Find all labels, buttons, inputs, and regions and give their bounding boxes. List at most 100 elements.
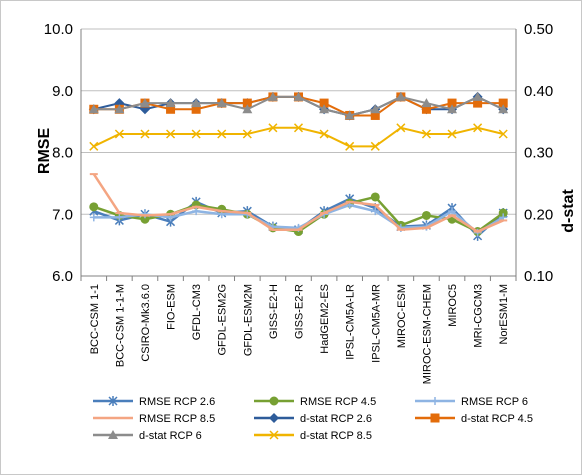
data-point — [370, 104, 381, 114]
data-point — [242, 104, 253, 114]
data-point — [88, 104, 99, 114]
data-point — [293, 91, 304, 101]
legend-item: d-stat RCP 2.6 — [254, 413, 372, 425]
data-point — [165, 98, 176, 108]
data-point — [370, 192, 380, 202]
y2-tick-label: 0.20 — [524, 206, 553, 223]
legend-label: RMSE RCP 8.5 — [139, 413, 215, 425]
data-point — [114, 104, 125, 114]
legend-marker — [108, 396, 118, 406]
legend-marker — [269, 396, 279, 406]
data-point — [371, 207, 380, 216]
x-tick-label: MIROC-ESM-CHEM — [421, 284, 433, 384]
axis-layer: 6.0 0.10 7.0 0.20 8.0 0.30 9.0 0.40 10.0 0.50 BCC-… — [44, 21, 553, 384]
data-point — [498, 104, 509, 114]
data-point — [447, 129, 457, 139]
data-point — [115, 213, 124, 222]
series-line — [93, 126, 504, 148]
data-point — [319, 104, 330, 114]
data-point — [191, 98, 202, 108]
y2-tick-label: 0.10 — [524, 268, 553, 285]
legend-item: RMSE RCP 6 — [415, 396, 528, 408]
legend-item: d-stat RCP 8.5 — [254, 430, 372, 442]
legend-marker — [430, 413, 440, 423]
data-point — [166, 129, 176, 139]
x-tick-label: MRI-CGCM3 — [473, 284, 485, 348]
x-tick-label: GFDL-ESM2M — [242, 284, 254, 356]
series-d-stat-rcp-8-5 — [89, 123, 508, 151]
data-point — [498, 129, 508, 139]
legend-label: RMSE RCP 6 — [461, 396, 528, 408]
y2-tick-label: 0.30 — [524, 145, 553, 162]
x-tick-label: GISS-E2-R — [294, 284, 306, 339]
x-tick-label: FIO-ESM — [166, 284, 178, 330]
legend-label: d-stat RCP 8.5 — [300, 430, 372, 442]
data-point — [293, 123, 304, 133]
grid-layer — [81, 28, 516, 277]
x-tick-label: BCC-CSM 1-1 — [89, 284, 101, 354]
y-tick-label: 10.0 — [44, 21, 73, 38]
y2-tick-label: 0.50 — [524, 21, 553, 38]
data-point — [192, 207, 201, 216]
y-axis-title: RMSE — [36, 128, 53, 175]
data-point — [114, 129, 124, 139]
y2-tick-label: 0.40 — [524, 83, 553, 100]
legend-label: RMSE RCP 4.5 — [300, 396, 376, 408]
data-point — [216, 98, 227, 108]
x-tick-label: MIROC-ESM — [396, 284, 408, 348]
legend-label: d-stat RCP 4.5 — [461, 413, 533, 425]
legend: RMSE RCP 2.6 RMSE RCP 4.5 RMSE RCP 6 RMSE R… — [93, 396, 533, 442]
x-tick-label: GFDL-ESM2G — [217, 284, 229, 356]
data-point — [191, 129, 201, 139]
data-point — [89, 141, 99, 151]
legend-label: RMSE RCP 2.6 — [139, 396, 215, 408]
x-tick-label: IPSL-CM5A-LR — [345, 284, 357, 360]
legend-label: d-stat RCP 6 — [139, 430, 202, 442]
label-layer: RMSE d-stat — [36, 128, 577, 233]
data-point — [140, 129, 150, 139]
data-point — [395, 91, 406, 101]
x-tick-label: MIROC5 — [447, 284, 459, 327]
data-point — [396, 123, 406, 133]
x-tick-label: IPSL-CM5A-MR — [370, 284, 382, 363]
legend-item: RMSE RCP 2.6 — [93, 396, 215, 408]
x-tick-label: CSIRO-Mk3.6.0 — [140, 284, 152, 362]
legend-marker — [108, 430, 118, 439]
data-point — [448, 207, 457, 216]
legend-item: RMSE RCP 4.5 — [254, 396, 376, 408]
y-tick-label: 8.0 — [52, 145, 73, 162]
series-line — [92, 173, 504, 233]
data-point — [421, 129, 431, 139]
x-tick-label: BCC-CSM 1-1-M — [114, 284, 126, 367]
data-point — [344, 110, 355, 120]
data-point — [139, 98, 150, 108]
data-point — [89, 202, 99, 212]
data-point — [217, 129, 227, 139]
series-rmse-rcp-8-5 — [89, 173, 508, 233]
y-tick-label: 7.0 — [52, 206, 73, 223]
data-point — [267, 91, 278, 101]
legend-item: RMSE RCP 8.5 — [93, 413, 215, 425]
data-point — [473, 123, 483, 133]
data-point — [319, 129, 329, 139]
x-tick-label: GFDL-CM3 — [191, 284, 203, 340]
data-point — [421, 210, 431, 220]
data-point — [421, 98, 432, 108]
x-tick-label: HadGEM2-ES — [319, 284, 331, 354]
series-d-stat-rcp-6 — [88, 91, 509, 120]
legend-label: d-stat RCP 2.6 — [300, 413, 372, 425]
legend-item: d-stat RCP 4.5 — [415, 413, 533, 425]
data-point — [345, 141, 355, 151]
y-tick-label: 9.0 — [52, 83, 73, 100]
data-point — [447, 104, 458, 114]
x-tick-label: NorESM1-M — [498, 284, 510, 345]
legend-item: d-stat RCP 6 — [93, 430, 202, 442]
data-point — [472, 91, 483, 101]
legend-marker — [269, 430, 279, 440]
series-layer — [88, 91, 509, 241]
data-point — [242, 129, 252, 139]
legend-marker — [431, 397, 439, 405]
x-tick-label: GISS-E2-H — [268, 284, 280, 339]
